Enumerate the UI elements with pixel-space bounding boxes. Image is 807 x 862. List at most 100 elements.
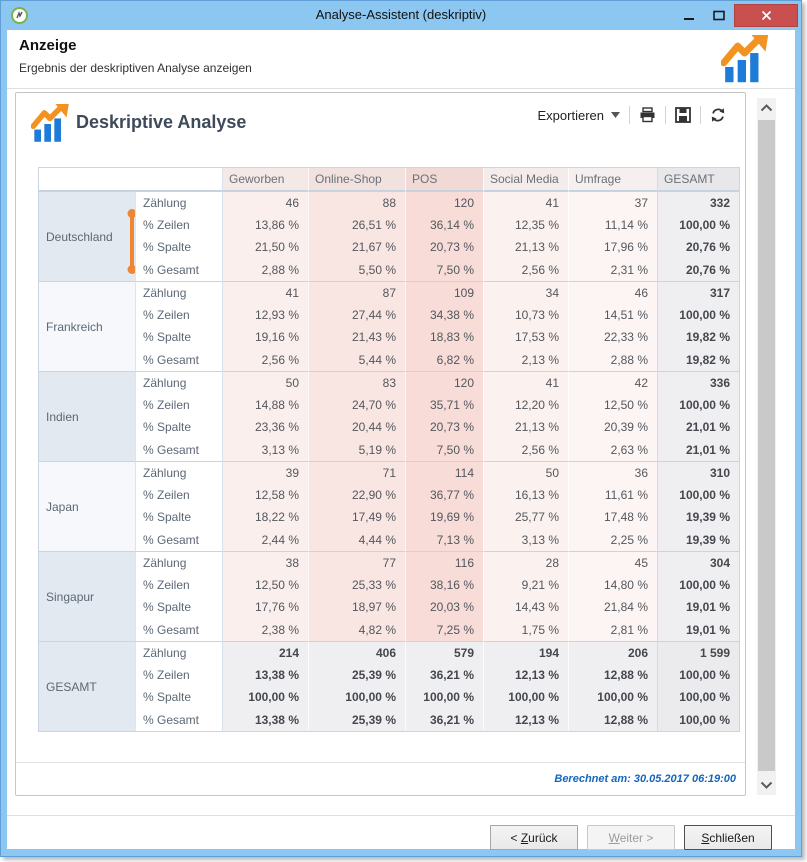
table-cell: 7,13 % bbox=[405, 528, 483, 551]
chevron-up-icon bbox=[760, 104, 773, 112]
scroll-up-button[interactable] bbox=[757, 98, 776, 118]
metric-label: % Zeilen bbox=[135, 663, 222, 686]
row-label: Indien bbox=[39, 371, 135, 461]
column-header: Online-Shop bbox=[308, 168, 405, 191]
table-cell: 100,00 % bbox=[657, 686, 739, 709]
table-cell: 19,01 % bbox=[657, 596, 739, 619]
chevron-down-icon bbox=[760, 781, 773, 789]
table-cell: 11,61 % bbox=[568, 483, 657, 506]
print-button[interactable] bbox=[630, 102, 665, 128]
table-cell: 100,00 % bbox=[308, 686, 405, 709]
table-cell: 12,13 % bbox=[483, 663, 568, 686]
metric-label: % Spalte bbox=[135, 236, 222, 259]
table-cell: 12,35 % bbox=[483, 213, 568, 236]
vertical-scrollbar[interactable] bbox=[757, 98, 776, 795]
metric-label: % Spalte bbox=[135, 506, 222, 529]
table-cell: 14,88 % bbox=[222, 393, 308, 416]
table-cell: 41 bbox=[483, 191, 568, 214]
table-cell: 2,88 % bbox=[568, 348, 657, 371]
metric-label: % Spalte bbox=[135, 416, 222, 439]
table-cell: 25,39 % bbox=[308, 663, 405, 686]
table-cell: 406 bbox=[308, 641, 405, 664]
dialog-content: Anzeige Ergebnis der deskriptiven Analys… bbox=[7, 30, 795, 850]
table-cell: 12,58 % bbox=[222, 483, 308, 506]
table-cell: 46 bbox=[568, 281, 657, 304]
table-cell: 4,44 % bbox=[308, 528, 405, 551]
metric-label: % Spalte bbox=[135, 686, 222, 709]
maximize-button[interactable] bbox=[704, 4, 734, 27]
toolbar-separator bbox=[629, 106, 630, 124]
table-cell: 2,56 % bbox=[483, 438, 568, 461]
row-label: Frankreich bbox=[39, 281, 135, 371]
table-cell: 317 bbox=[657, 281, 739, 304]
close-dialog-button[interactable]: Schließen bbox=[684, 825, 772, 850]
table-cell: 38,16 % bbox=[405, 573, 483, 596]
analysis-logo-icon bbox=[30, 104, 71, 149]
table-cell: 9,21 % bbox=[483, 573, 568, 596]
floppy-save-icon bbox=[675, 107, 691, 123]
scrollbar-thumb[interactable] bbox=[758, 120, 775, 771]
metric-label: Zählung bbox=[135, 461, 222, 484]
table-cell: 20,73 % bbox=[405, 236, 483, 259]
table-cell: 3,13 % bbox=[222, 438, 308, 461]
table-cell: 4,82 % bbox=[308, 618, 405, 641]
scroll-down-button[interactable] bbox=[757, 775, 776, 795]
table-cell: 35,71 % bbox=[405, 393, 483, 416]
dropdown-caret-icon bbox=[611, 112, 620, 118]
table-cell: 100,00 % bbox=[657, 708, 739, 731]
titlebar[interactable]: Analyse-Assistent (deskriptiv) bbox=[1, 1, 801, 30]
table-cell: 2,38 % bbox=[222, 618, 308, 641]
table-cell: 1,75 % bbox=[483, 618, 568, 641]
table-cell: 36,14 % bbox=[405, 213, 483, 236]
metric-label: % Gesamt bbox=[135, 708, 222, 731]
export-button[interactable]: Exportieren bbox=[529, 102, 629, 128]
table-cell: 5,44 % bbox=[308, 348, 405, 371]
table-cell: 25,33 % bbox=[308, 573, 405, 596]
table-cell: 36,77 % bbox=[405, 483, 483, 506]
metric-label: % Spalte bbox=[135, 596, 222, 619]
table-cell: 17,48 % bbox=[568, 506, 657, 529]
table-cell: 120 bbox=[405, 371, 483, 394]
table-cell: 17,96 % bbox=[568, 236, 657, 259]
table-cell: 77 bbox=[308, 551, 405, 574]
selection-range-indicator[interactable] bbox=[130, 213, 134, 270]
table-cell: 100,00 % bbox=[657, 663, 739, 686]
save-button[interactable] bbox=[666, 102, 700, 128]
table-cell: 2,25 % bbox=[568, 528, 657, 551]
refresh-button[interactable] bbox=[701, 102, 735, 128]
table-cell: 26,51 % bbox=[308, 213, 405, 236]
app-icon bbox=[11, 7, 28, 24]
window-title: Analyse-Assistent (deskriptiv) bbox=[315, 7, 487, 22]
table-cell: 100,00 % bbox=[568, 686, 657, 709]
table-cell: 16,13 % bbox=[483, 483, 568, 506]
table-cell: 20,76 % bbox=[657, 258, 739, 281]
table-cell: 88 bbox=[308, 191, 405, 214]
table-cell: 21,67 % bbox=[308, 236, 405, 259]
table-cell: 21,13 % bbox=[483, 236, 568, 259]
export-label: Exportieren bbox=[537, 107, 604, 123]
table-cell: 2,81 % bbox=[568, 618, 657, 641]
table-cell: 87 bbox=[308, 281, 405, 304]
next-button[interactable]: Weiter > bbox=[587, 825, 675, 850]
table-cell: 579 bbox=[405, 641, 483, 664]
back-button[interactable]: < Zurück bbox=[490, 825, 578, 850]
minimize-button[interactable] bbox=[674, 4, 704, 27]
table-cell: 2,56 % bbox=[483, 258, 568, 281]
close-button[interactable] bbox=[734, 4, 798, 27]
table-cell: 18,97 % bbox=[308, 596, 405, 619]
analysis-chart-icon bbox=[720, 35, 771, 90]
close-icon bbox=[761, 10, 771, 21]
table-cell: 24,70 % bbox=[308, 393, 405, 416]
table-cell: 2,31 % bbox=[568, 258, 657, 281]
table-cell: 36,21 % bbox=[405, 708, 483, 731]
table-cell: 45 bbox=[568, 551, 657, 574]
table-cell: 2,63 % bbox=[568, 438, 657, 461]
table-cell: 21,13 % bbox=[483, 416, 568, 439]
table-cell: 27,44 % bbox=[308, 303, 405, 326]
panel-title: Deskriptive Analyse bbox=[76, 112, 247, 132]
table-cell: 21,01 % bbox=[657, 438, 739, 461]
table-cell: 19,39 % bbox=[657, 506, 739, 529]
table-cell: 14,51 % bbox=[568, 303, 657, 326]
table-cell: 12,88 % bbox=[568, 663, 657, 686]
